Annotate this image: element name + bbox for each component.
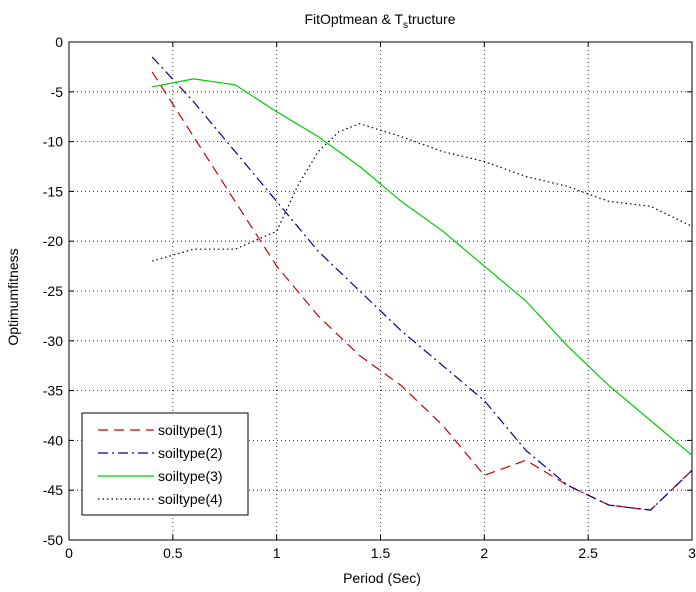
y-tick-label: -5 [51, 84, 64, 100]
y-tick-label: -30 [43, 333, 63, 349]
y-tick-label: -20 [43, 233, 63, 249]
x-tick-label: 2 [480, 545, 488, 561]
series-layer [151, 56, 693, 511]
y-tick-label: -40 [43, 432, 63, 448]
x-tick-label: 2.5 [578, 545, 598, 561]
grid [69, 42, 692, 540]
x-tick-label: 1.5 [371, 545, 391, 561]
legend-box [81, 412, 249, 516]
axis-ticks: 0 0.5 1 1.5 2 2.5 3 0 -5 -10 -15 -20 -25 -30 -35 -40 -45… [43, 34, 696, 561]
chart-title-rest: tructure [408, 11, 456, 27]
x-axis-label: Period (Sec) [343, 570, 421, 586]
chart-title: FitOptmean & Tstructure [304, 11, 455, 31]
y-tick-label: -35 [43, 383, 63, 399]
y-tick-label: 0 [55, 34, 63, 50]
x-tick-label: 1 [273, 545, 281, 561]
series-line-3 [151, 78, 693, 456]
legend-entry-4: soiltype(4) [158, 491, 223, 507]
y-tick-label: -10 [43, 134, 63, 150]
y-tick-label: -25 [43, 283, 63, 299]
x-tick-label: 0 [65, 545, 73, 561]
x-tick-label: 3 [688, 545, 696, 561]
chart-title-main: FitOptmean & T [304, 11, 403, 27]
chart-title-subscript: s [403, 20, 408, 31]
legend-entry-1: soiltype(1) [158, 422, 223, 438]
x-tick-label: 0.5 [163, 545, 183, 561]
series-line-4 [151, 123, 693, 262]
y-tick-label: -50 [43, 532, 63, 548]
legend-entry-2: soiltype(2) [158, 445, 223, 461]
legend-entry-3: soiltype(3) [158, 468, 223, 484]
y-axis-label: Optimumfitness [5, 248, 21, 345]
series-line-1 [151, 71, 693, 511]
y-tick-label: -15 [43, 183, 63, 199]
y-tick-label: -45 [43, 482, 63, 498]
legend: soiltype(1) soiltype(2) soiltype(3) soiltyp… [81, 412, 249, 516]
